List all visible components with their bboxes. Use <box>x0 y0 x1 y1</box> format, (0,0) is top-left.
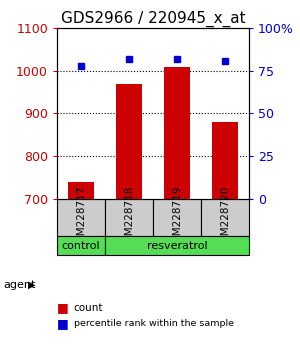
Bar <box>153 199 201 236</box>
Text: resveratrol: resveratrol <box>147 240 207 251</box>
Text: ■: ■ <box>57 302 69 314</box>
Bar <box>201 199 249 236</box>
Bar <box>164 67 190 199</box>
Bar <box>105 236 249 255</box>
Text: agent: agent <box>3 280 35 290</box>
Bar <box>212 122 238 199</box>
Text: GSM228717: GSM228717 <box>76 186 86 249</box>
Text: GSM228719: GSM228719 <box>172 186 182 249</box>
Title: GDS2966 / 220945_x_at: GDS2966 / 220945_x_at <box>61 11 245 27</box>
Text: ■: ■ <box>57 318 69 330</box>
Bar <box>68 182 94 199</box>
Text: percentile rank within the sample: percentile rank within the sample <box>74 319 233 329</box>
Bar <box>57 199 105 236</box>
Text: ▶: ▶ <box>28 280 35 290</box>
Text: control: control <box>62 240 100 251</box>
Bar <box>116 84 142 199</box>
Bar <box>105 199 153 236</box>
Text: GSM228718: GSM228718 <box>124 186 134 249</box>
Text: GSM228720: GSM228720 <box>220 186 230 249</box>
Text: count: count <box>74 303 103 313</box>
Bar <box>57 236 105 255</box>
